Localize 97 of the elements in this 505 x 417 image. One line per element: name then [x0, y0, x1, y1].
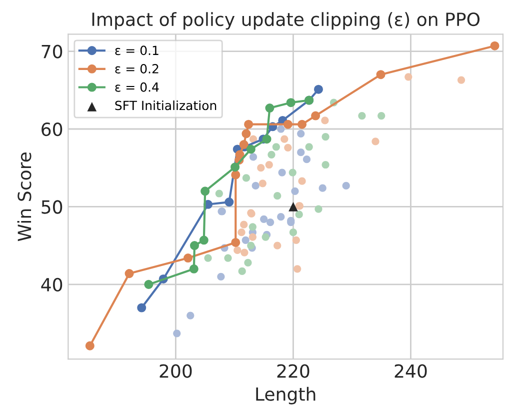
point: [242, 174, 250, 182]
x-axis-title: Length: [256, 386, 316, 404]
point: [242, 236, 250, 244]
point: [190, 241, 200, 250]
point: [318, 184, 326, 192]
point: [457, 76, 466, 84]
point: [376, 70, 386, 80]
point: [278, 168, 286, 176]
point: [265, 160, 273, 169]
legend-label: ε = 0.4: [115, 82, 159, 92]
point: [358, 112, 366, 120]
point: [322, 132, 330, 141]
point: [490, 41, 500, 50]
point: [246, 144, 256, 154]
point: [189, 264, 198, 274]
legend-label: ε = 0.1: [115, 46, 158, 56]
point: [257, 164, 265, 172]
point: [240, 248, 248, 256]
point: [244, 258, 252, 266]
point: [297, 130, 305, 138]
point: [137, 303, 146, 312]
point: [311, 111, 320, 120]
point: [244, 120, 254, 129]
point: [231, 238, 240, 247]
y-tick-label: 70: [42, 44, 62, 58]
point: [305, 143, 313, 151]
point: [277, 125, 285, 133]
point: [277, 213, 285, 221]
point: [217, 272, 225, 280]
point: [242, 129, 251, 138]
point: [260, 215, 268, 223]
point: [238, 228, 246, 236]
point: [272, 143, 280, 151]
point: [231, 170, 240, 180]
point: [322, 160, 330, 169]
point: [248, 233, 256, 241]
y-tick-label: 50: [42, 200, 62, 214]
x-tick-label: 220: [277, 364, 310, 378]
point: [199, 236, 208, 245]
point: [288, 168, 296, 176]
point: [321, 116, 329, 124]
point: [249, 135, 258, 143]
point: [258, 180, 266, 188]
point: [124, 269, 134, 278]
point: [298, 120, 307, 129]
point: [294, 265, 302, 273]
point: [224, 198, 234, 207]
point: [283, 120, 292, 129]
point: [297, 148, 305, 156]
x-tick-label: 200: [160, 364, 192, 378]
point: [292, 236, 300, 244]
point: [280, 135, 288, 143]
point: [247, 242, 255, 250]
point: [215, 190, 223, 198]
point: [314, 205, 322, 213]
point: [200, 186, 210, 196]
point: [173, 330, 181, 338]
point: [144, 280, 154, 289]
point: [248, 223, 256, 231]
point: [289, 228, 298, 236]
point: [234, 246, 242, 254]
point: [265, 104, 274, 113]
point: [274, 192, 282, 200]
point: [262, 134, 272, 144]
point: [404, 73, 412, 81]
point: [184, 253, 193, 263]
point: [224, 254, 232, 262]
point: [342, 182, 350, 190]
point: [252, 182, 260, 190]
point: [240, 220, 248, 228]
legend-label: SFT Initialization: [115, 100, 216, 110]
point: [268, 150, 276, 158]
point: [298, 177, 306, 185]
point: [291, 187, 299, 195]
point: [85, 341, 94, 350]
chart-title: Impact of policy update clipping (ε) on PPO: [92, 12, 480, 30]
point: [284, 144, 292, 152]
point: [372, 138, 380, 146]
point: [302, 156, 311, 164]
point: [295, 210, 303, 218]
point: [249, 153, 258, 161]
point: [204, 254, 212, 262]
x-tick-label: 240: [394, 364, 427, 378]
y-tick-label: 60: [42, 122, 62, 136]
point: [238, 267, 246, 276]
point: [314, 84, 323, 94]
point: [186, 312, 194, 320]
y-axis-title: Win Score: [17, 152, 32, 242]
point: [266, 218, 274, 226]
point: [288, 202, 298, 212]
point: [378, 112, 386, 120]
point: [230, 162, 240, 172]
legend-label: ε = 0.2: [115, 64, 158, 74]
y-tick-label: 40: [41, 278, 62, 292]
point: [286, 98, 296, 108]
point: [274, 242, 282, 250]
point: [262, 233, 270, 241]
